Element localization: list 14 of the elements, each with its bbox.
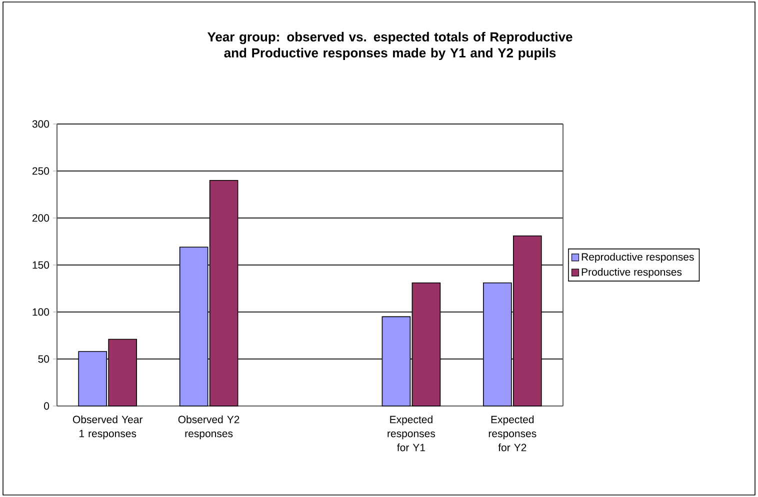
y-tick-label: 250 — [32, 167, 50, 175]
legend-label: Reproductive responses — [582, 252, 694, 263]
y-tick-label: 100 — [32, 308, 50, 316]
y-tick-label: 300 — [32, 120, 50, 128]
y-tick-label: 0 — [44, 402, 50, 410]
chart-title: Year group: observed vs. espected totals of Reproductive and Productive responses made by Y1 and Y2 pupils — [207, 32, 572, 60]
x-tick-label: Observed Year 1 responses — [72, 416, 143, 440]
x-tick-label: Observed Y2 responses — [178, 416, 240, 440]
legend-label: Productive responses — [582, 268, 682, 278]
x-tick-label: Expected responses for Y2 — [488, 416, 536, 452]
y-tick-label: 50 — [38, 355, 50, 363]
y-tick-label: 200 — [32, 214, 50, 222]
x-tick-label: Expected responses for Y1 — [388, 416, 436, 452]
y-tick-label: 150 — [32, 261, 50, 269]
